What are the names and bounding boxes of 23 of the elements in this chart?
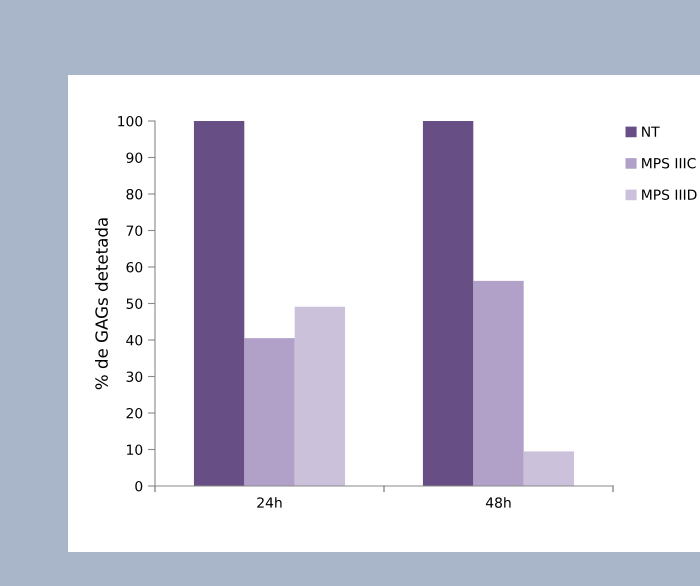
y-tick-label: 30 [126,371,142,382]
x-tick-label: 24h [257,497,282,508]
bar [422,121,474,486]
bar [194,121,244,486]
x-tick-label: 48h [486,497,511,508]
y-tick-label: 40 [126,334,142,346]
y-tick-label: 0 [135,480,142,492]
y-tick-label: 90 [126,152,142,163]
y-tick-label: 60 [126,262,142,272]
y-axis-title: % de GAGs detetada [95,218,108,390]
y-tick-label: 70 [126,225,142,236]
y-tick-label: 50 [126,298,142,309]
legend-label: MPS IIID [642,189,697,200]
bar [473,280,524,486]
y-tick-label: 20 [126,408,142,418]
legend-label: NT [642,126,660,137]
bar [524,451,574,486]
y-tick-label: 80 [126,188,142,200]
y-tick-label: 100 [118,116,142,126]
bar [294,306,346,486]
legend-label: MPS IIIC [642,158,696,168]
y-tick-label: 10 [127,444,142,455]
bar [244,338,295,486]
